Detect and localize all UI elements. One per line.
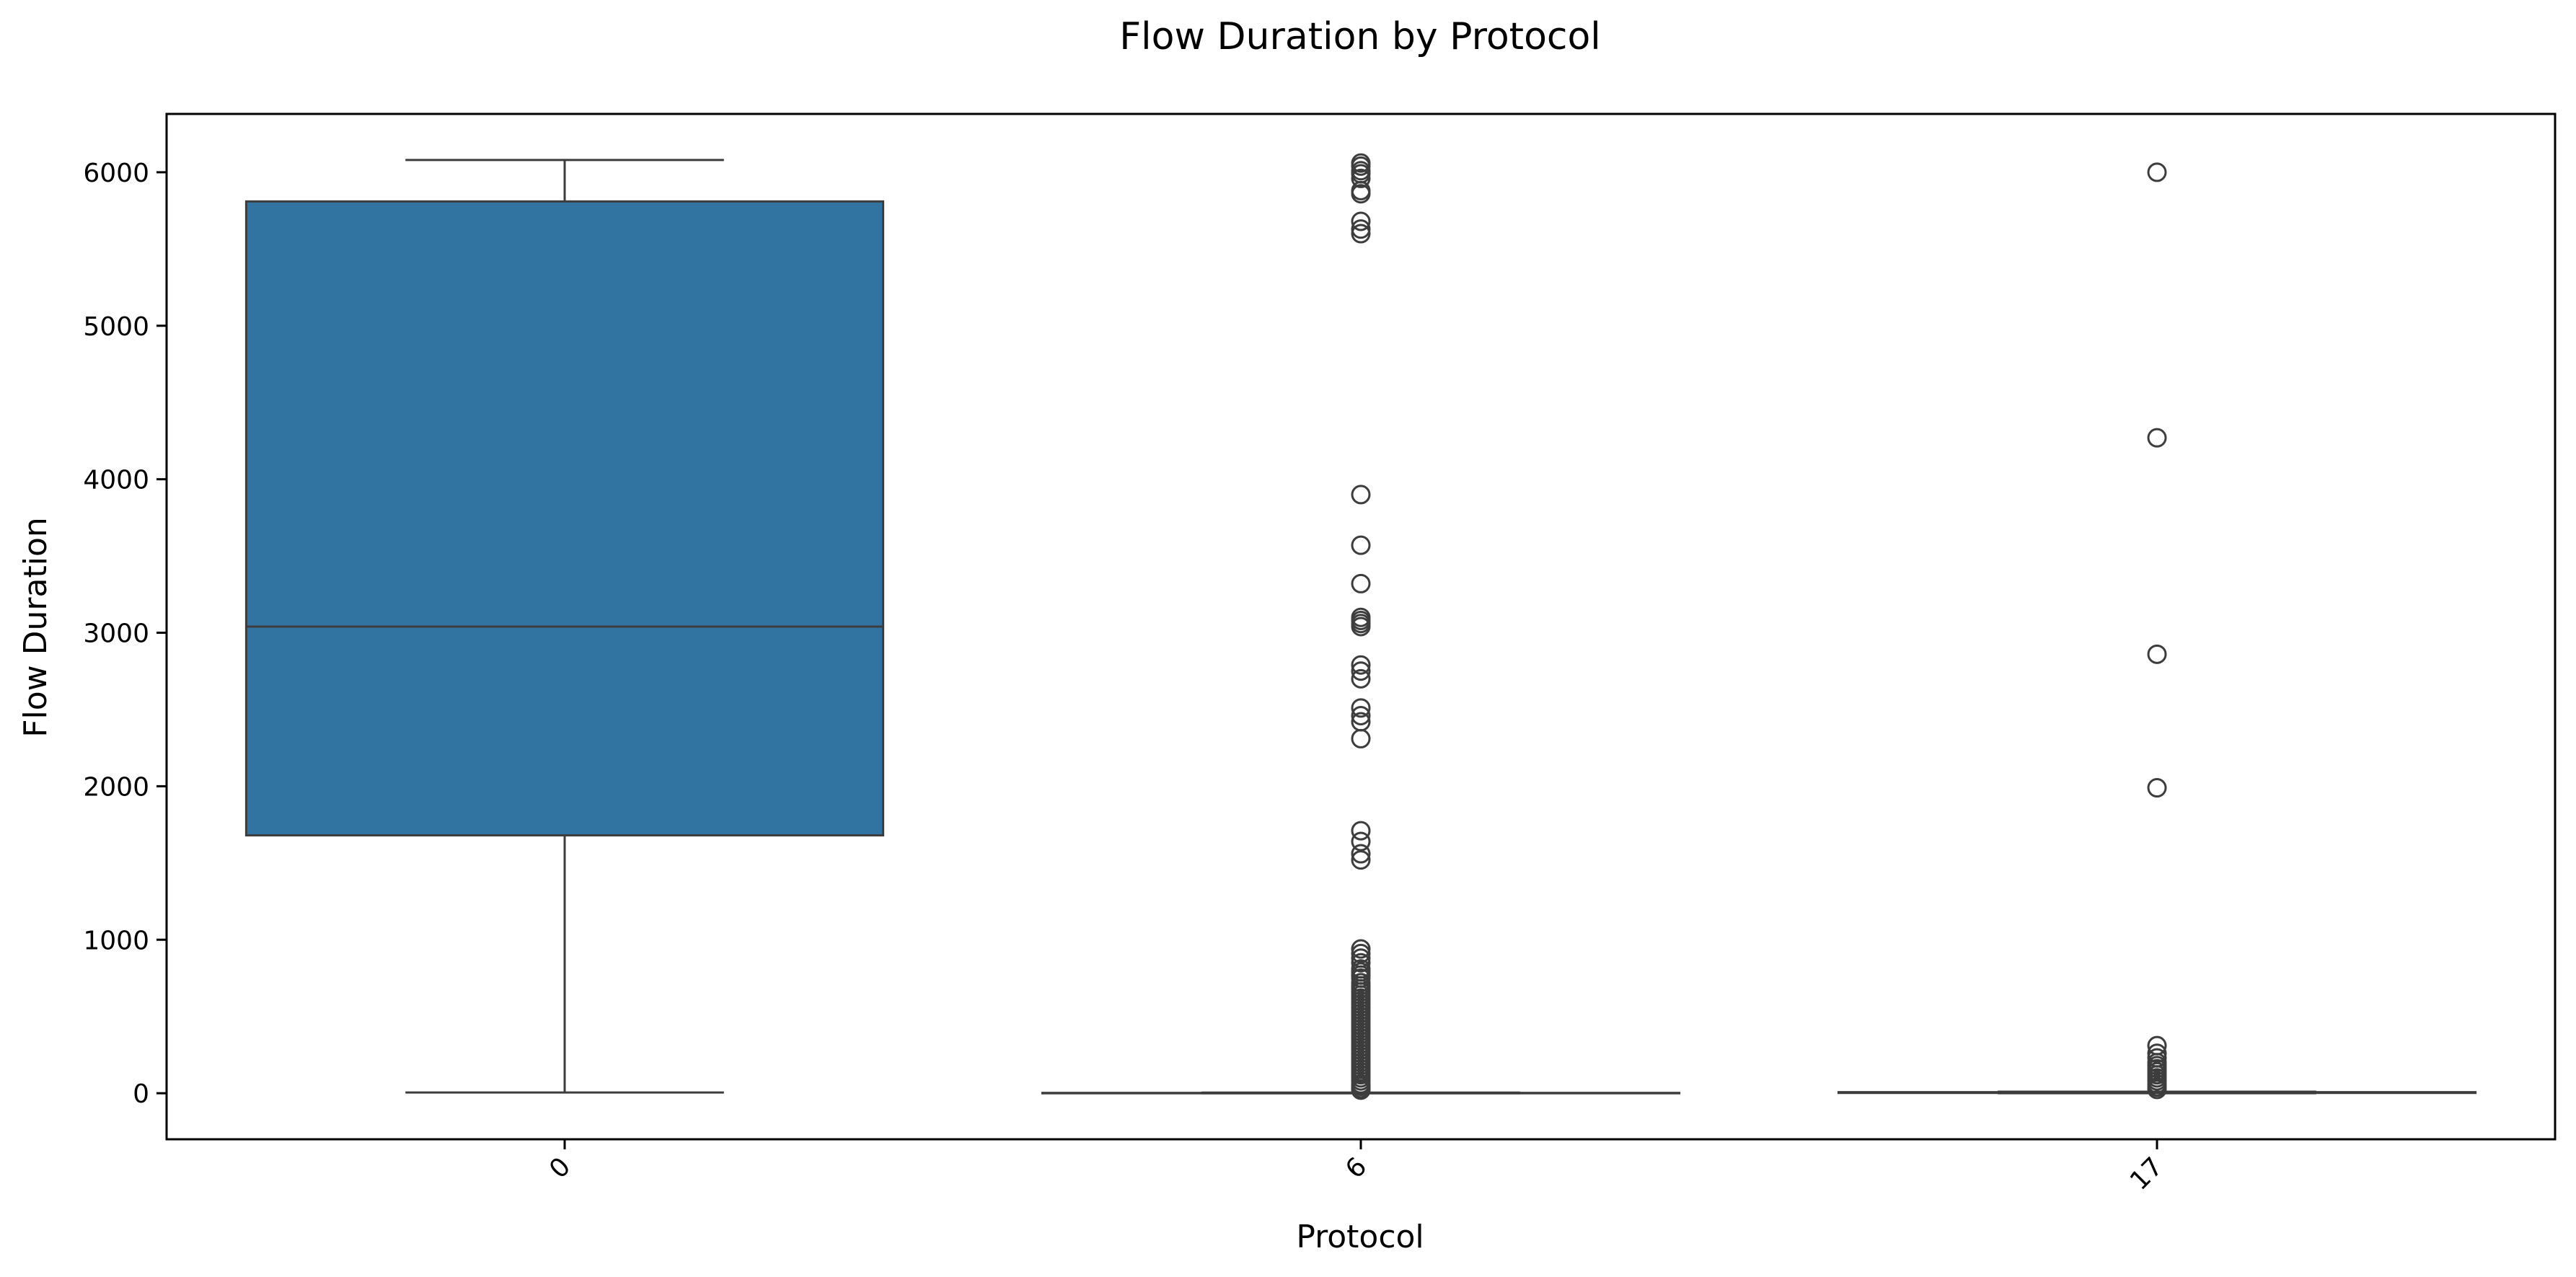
box-group-0 — [244, 159, 885, 1094]
x-tick-label: 0 — [544, 1152, 576, 1184]
outlier-point — [1351, 211, 1371, 231]
outlier-point — [1351, 821, 1371, 841]
x-axis: 0 6 17 — [544, 1139, 2169, 1196]
outlier-point — [1351, 705, 1371, 725]
outlier-point — [1351, 939, 1371, 959]
outlier-point — [1351, 156, 1371, 176]
y-tick-label: 3000 — [83, 619, 149, 649]
x-axis-label: Protocol — [1296, 1219, 1424, 1255]
y-tick-label: 4000 — [83, 466, 149, 495]
outlier-point — [2147, 162, 2167, 182]
y-tick-label: 6000 — [83, 159, 149, 188]
outlier-point — [1351, 943, 1371, 963]
outlier-point — [1351, 698, 1371, 718]
outlier-point — [1351, 485, 1371, 505]
x-tick-label: 17 — [2125, 1152, 2169, 1196]
chart-title: Flow Duration by Protocol — [1119, 15, 1600, 58]
y-axis-label: Flow Duration — [17, 517, 54, 738]
outlier-point — [1351, 617, 1371, 637]
outlier-point — [2147, 778, 2167, 798]
y-tick-label: 1000 — [83, 926, 149, 955]
box-group-6 — [1041, 153, 1681, 1100]
outlier-point — [1351, 850, 1371, 870]
outlier-point — [2147, 1079, 2167, 1100]
outlier-point — [1351, 168, 1371, 188]
outlier-point — [1351, 831, 1371, 852]
outlier-point — [1351, 184, 1371, 204]
plot-area — [244, 153, 2477, 1100]
outlier-point — [1351, 224, 1371, 244]
outlier-point — [1351, 728, 1371, 748]
y-tick-label: 2000 — [83, 772, 149, 802]
outlier-point — [2147, 428, 2167, 448]
y-tick-label: 0 — [133, 1079, 149, 1109]
outlier-point — [1351, 219, 1371, 239]
y-tick-label: 5000 — [83, 312, 149, 342]
outlier-point — [1351, 535, 1371, 555]
outlier-point — [1351, 655, 1371, 675]
outlier-point — [1351, 1080, 1371, 1100]
outlier-point — [1351, 953, 1371, 973]
box-group-17 — [1837, 162, 2477, 1100]
outlier-point — [1351, 661, 1371, 681]
outlier-point — [2147, 1043, 2167, 1064]
outlier-point — [1351, 668, 1371, 689]
outlier-point — [2147, 644, 2167, 664]
x-tick-label: 6 — [1340, 1152, 1372, 1184]
outlier-point — [1351, 573, 1371, 593]
box-iqr — [244, 200, 885, 837]
outlier-point — [1351, 844, 1371, 864]
y-axis: 0 1000 2000 3000 4000 5000 6000 — [83, 159, 167, 1109]
